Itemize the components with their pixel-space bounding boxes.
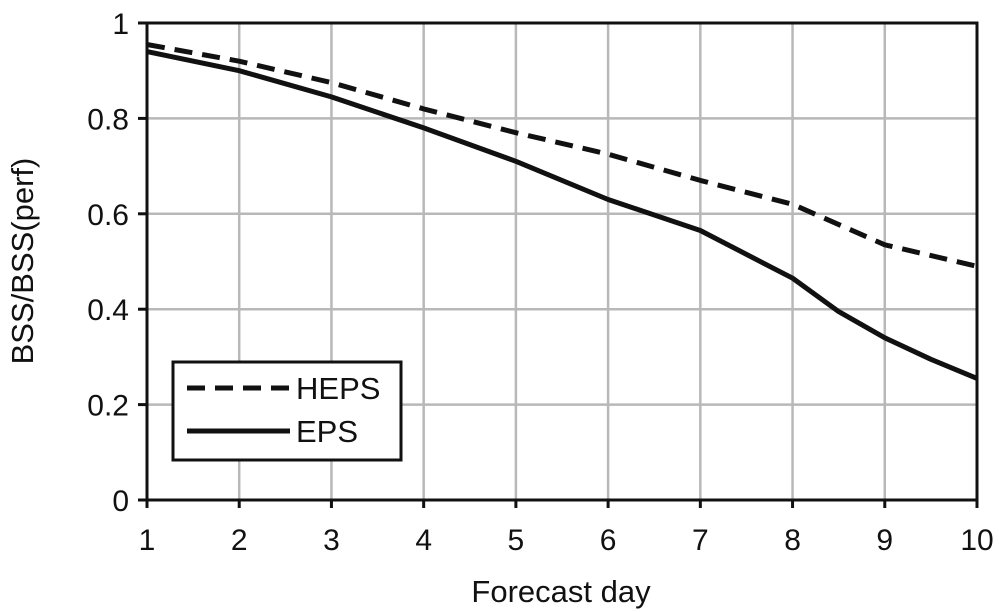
x-tick-labels: 1 2 3 4 5 6 7 8 9 10 [139, 524, 994, 557]
x-tick-label: 2 [231, 524, 248, 557]
x-tick-label: 9 [876, 524, 893, 557]
y-tick-label: 0.6 [87, 199, 129, 232]
x-tick-label: 6 [600, 524, 617, 557]
y-tick-label: 1 [112, 8, 129, 41]
series-line-heps [146, 42, 978, 269]
legend-label-eps: EPS [296, 414, 358, 449]
y-tick-label: 0.4 [87, 294, 129, 327]
series-lines [146, 42, 978, 381]
plot-frame [145, 21, 979, 502]
x-tick-label: 3 [323, 524, 340, 557]
legend: HEPS EPS [171, 360, 403, 462]
series-line-eps [146, 49, 978, 381]
x-tick-label: 8 [784, 524, 801, 557]
y-tick-label: 0.2 [87, 390, 129, 423]
legend-box [171, 360, 403, 462]
x-tick-label: 5 [508, 524, 525, 557]
x-tick-label: 4 [415, 524, 432, 557]
y-tick-label: 0.8 [87, 103, 129, 136]
y-tick-labels: 0 0.2 0.4 0.6 0.8 1 [87, 8, 129, 518]
tick-marks [138, 21, 979, 508]
x-tick-label: 7 [692, 524, 709, 557]
legend-label-heps: HEPS [296, 371, 380, 406]
y-tick-label: 0 [112, 485, 129, 518]
x-tick-label: 10 [960, 524, 993, 557]
x-axis-label: Forecast day [471, 574, 651, 609]
y-axis-label: BSS/BSS(perf) [5, 158, 40, 365]
x-tick-label: 1 [139, 524, 156, 557]
